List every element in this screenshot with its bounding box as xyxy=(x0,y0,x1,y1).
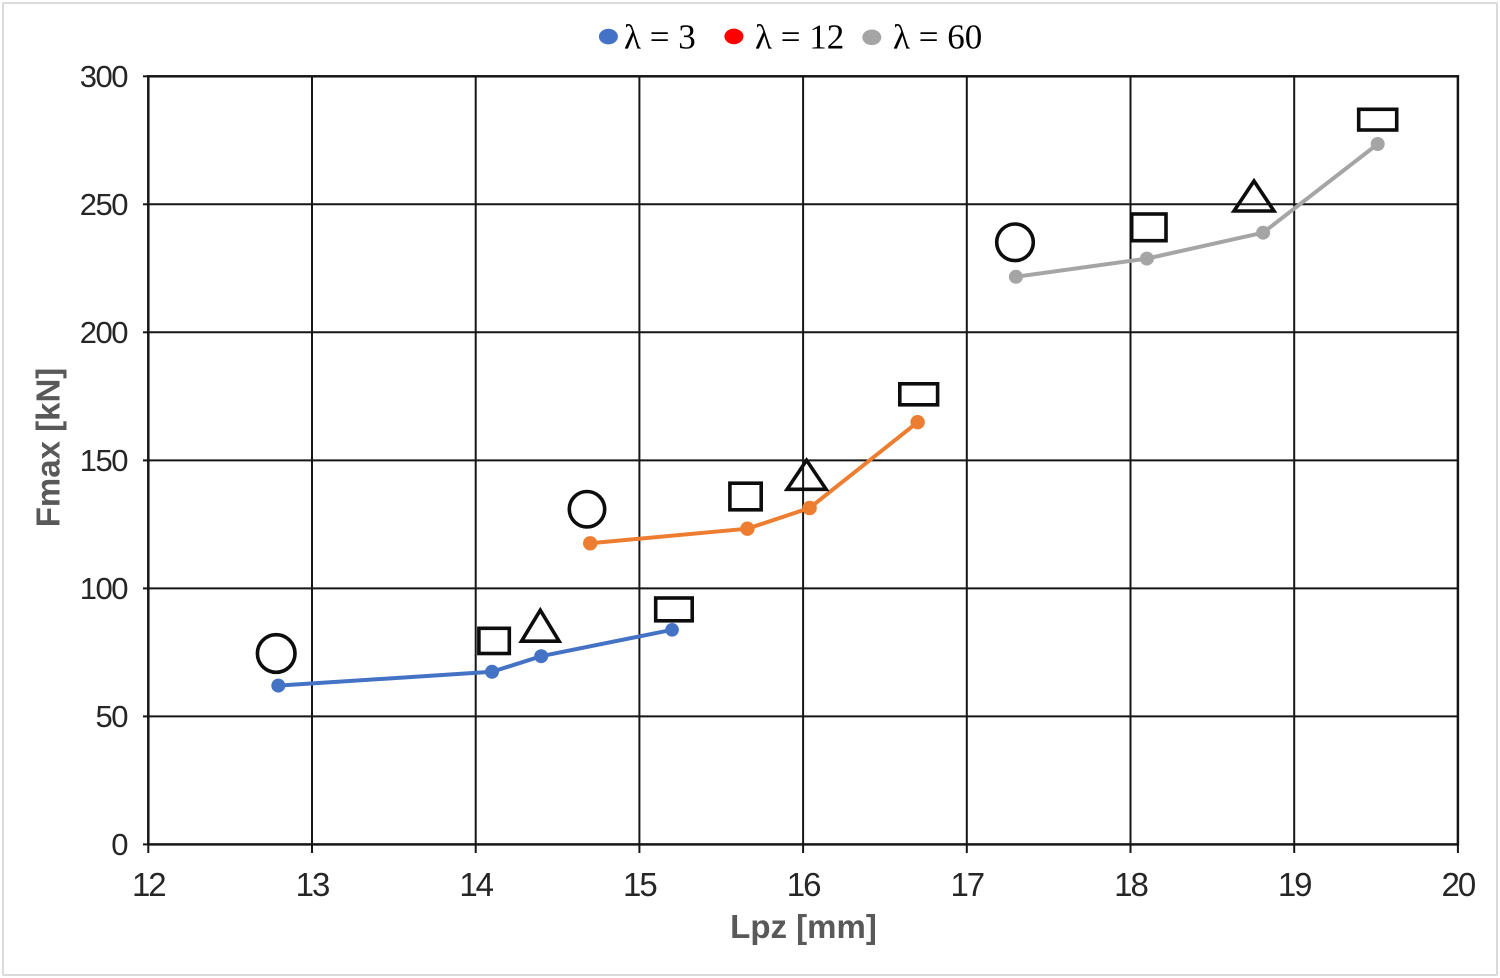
svg-text:λ = 60: λ = 60 xyxy=(893,18,982,57)
svg-text:Fmax [kN]: Fmax [kN] xyxy=(30,368,67,528)
svg-text:0: 0 xyxy=(111,827,128,862)
svg-text:100: 100 xyxy=(80,571,128,606)
svg-text:12: 12 xyxy=(132,866,165,903)
svg-text:19: 19 xyxy=(1278,866,1311,903)
svg-text:300: 300 xyxy=(80,59,128,94)
svg-text:50: 50 xyxy=(96,699,129,734)
svg-text:250: 250 xyxy=(80,187,128,222)
svg-text:15: 15 xyxy=(623,866,656,903)
svg-text:17: 17 xyxy=(950,866,983,903)
svg-text:Lpz [mm]: Lpz [mm] xyxy=(730,908,877,945)
svg-text:18: 18 xyxy=(1114,866,1147,903)
svg-text:16: 16 xyxy=(787,866,820,903)
svg-text:20: 20 xyxy=(1442,866,1476,903)
svg-text:13: 13 xyxy=(296,866,329,903)
svg-text:λ = 3: λ = 3 xyxy=(624,18,696,57)
svg-text:λ = 12: λ = 12 xyxy=(755,18,844,57)
svg-text:150: 150 xyxy=(80,443,128,478)
svg-text:200: 200 xyxy=(80,315,128,350)
svg-text:14: 14 xyxy=(459,866,493,903)
